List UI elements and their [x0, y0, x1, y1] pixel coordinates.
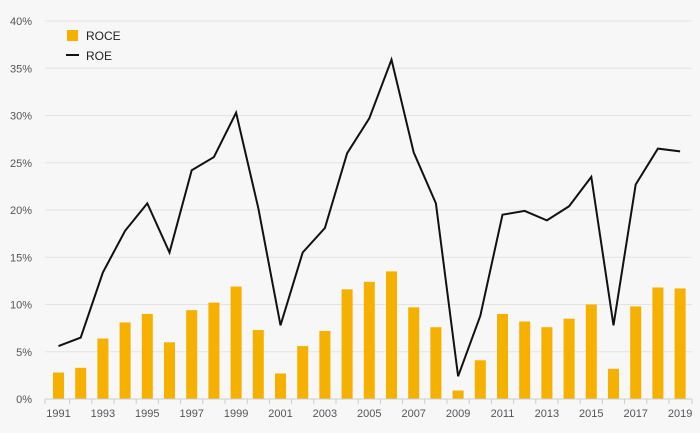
- roce-bar: [519, 321, 531, 399]
- roce-bar: [341, 289, 353, 399]
- y-tick-label: 15%: [10, 252, 32, 264]
- x-tick-label: 1997: [179, 408, 203, 420]
- roce-bar: [563, 318, 575, 399]
- x-tick-label: 2013: [535, 408, 559, 420]
- y-axis-tick-labels: 0% 5% 10% 15% 20% 25% 30% 35% 40%: [10, 16, 32, 406]
- x-tick-label: 2015: [579, 408, 603, 420]
- roce-bar: [297, 346, 309, 399]
- y-tick-label: 5%: [16, 347, 32, 359]
- roce-bar: [630, 306, 642, 399]
- x-tick-label: 2011: [491, 408, 515, 420]
- gridlines: [45, 20, 692, 353]
- roce-bar: [408, 307, 420, 399]
- legend-roe-label: ROE: [86, 49, 112, 63]
- roce-bar: [497, 313, 508, 399]
- roce-bar: [230, 286, 242, 399]
- roce-bar: [674, 288, 686, 399]
- x-tick-label: 2019: [668, 408, 692, 420]
- x-tick-label: 1999: [224, 408, 248, 420]
- x-tick-label: 2005: [357, 408, 381, 420]
- roce-bar: [164, 342, 175, 399]
- roce-bar: [275, 373, 286, 399]
- y-tick-label: 40%: [10, 16, 32, 28]
- x-axis: 1991 1993 1995 1997 1999 2001 2003 2005 2007 2009…: [44, 398, 693, 420]
- roce-bar: [208, 302, 220, 399]
- roce-bar: [585, 304, 597, 399]
- roe-line: [58, 56, 681, 377]
- roce-bar: [652, 287, 664, 399]
- y-tick-label: 35%: [10, 63, 32, 75]
- roce-bar: [452, 390, 464, 399]
- legend: ROCE ROE: [66, 29, 121, 63]
- x-tick-label: 2017: [623, 408, 647, 420]
- roce-bar: [141, 313, 153, 399]
- roce-bar: [363, 281, 375, 399]
- legend-roce-label: ROCE: [86, 29, 121, 43]
- x-tick-label: 2001: [268, 408, 292, 420]
- x-tick-label: 1991: [46, 408, 70, 420]
- roce-bars: [53, 271, 686, 399]
- y-tick-label: 30%: [10, 111, 32, 123]
- x-tick-label: 2007: [401, 408, 425, 420]
- roce-bar: [430, 327, 442, 399]
- roce-bar: [386, 271, 397, 399]
- y-tick-label: 20%: [10, 205, 32, 217]
- roce-bar: [97, 338, 109, 399]
- roce-bar: [119, 322, 131, 399]
- roce-bar: [252, 330, 264, 399]
- x-tick-label: 2009: [446, 408, 470, 420]
- roce-bar: [53, 372, 64, 399]
- roce-bar: [608, 368, 619, 399]
- roce-bar: [474, 360, 486, 399]
- y-tick-label: 0%: [16, 394, 32, 406]
- x-tick-label: 1995: [135, 408, 159, 420]
- x-tick-label: 1993: [91, 408, 115, 420]
- roce-bar: [319, 330, 331, 399]
- y-tick-label: 25%: [10, 158, 32, 170]
- y-tick-label: 10%: [10, 300, 32, 312]
- roce-bar: [75, 367, 87, 399]
- x-tick-label: 2003: [313, 408, 337, 420]
- legend-roce-swatch: [67, 30, 78, 41]
- roce-bar: [186, 310, 198, 399]
- roce-bar: [541, 327, 553, 399]
- roe-line-series: [58, 56, 681, 377]
